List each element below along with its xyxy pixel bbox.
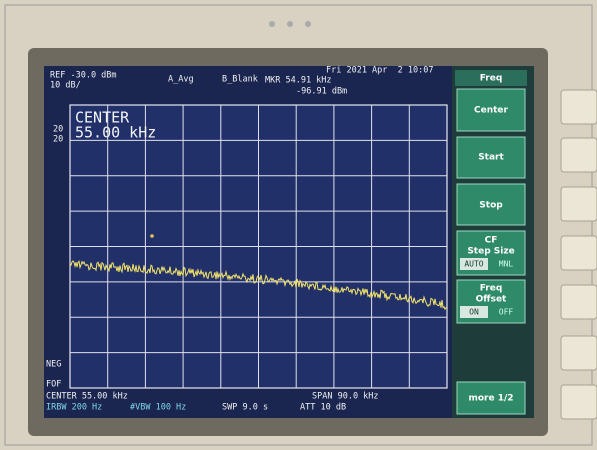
dot — [305, 21, 311, 27]
hardware-key[interactable] — [561, 90, 597, 124]
span: SPAN 90.0 kHz — [312, 392, 379, 402]
marker-level: -96.91 dBm — [296, 87, 347, 97]
hardware-key[interactable] — [561, 187, 597, 221]
trace-b: B_Blank — [222, 75, 258, 85]
vbw: #VBW 100 Hz — [130, 403, 186, 413]
softkey-label: more 1/2 — [468, 394, 513, 404]
option-label: OFF — [499, 308, 514, 317]
softkey-label: Stop — [479, 201, 503, 211]
ref-level: REF -30.0 dBm — [50, 71, 117, 81]
sweep: SWP 9.0 s — [222, 403, 268, 413]
trace-a: A_Avg — [168, 75, 194, 85]
attenuation: ATT 10 dB — [300, 403, 346, 413]
scale: 10 dB/ — [50, 81, 81, 91]
softkey-label: Step Size — [467, 247, 514, 257]
hardware-key[interactable] — [561, 138, 597, 172]
menu-title: Freq — [480, 74, 503, 84]
hardware-key[interactable] — [561, 336, 597, 370]
left-label: 20 — [53, 125, 63, 135]
dot — [269, 21, 275, 27]
softkey-label: Center — [474, 106, 509, 116]
center-freq: CENTER 55.00 kHz — [46, 392, 128, 402]
option-label: MNL — [499, 260, 514, 269]
option-label: AUTO — [464, 260, 483, 269]
dot — [287, 21, 293, 27]
softkey-label: Start — [478, 153, 504, 163]
softkey-label: Offset — [476, 295, 507, 305]
rbw: IRBW 200 Hz — [46, 403, 102, 413]
option-label: ON — [469, 308, 479, 317]
softkey-label: Freq — [480, 284, 503, 294]
hardware-buttons — [561, 90, 597, 419]
neg-label: NEG — [46, 360, 61, 370]
datetime: Fri 2021 Apr 2 10:07 — [326, 66, 433, 76]
hardware-key[interactable] — [561, 385, 597, 419]
softkey-label: CF — [485, 236, 498, 246]
fof-label: FOF — [46, 380, 61, 390]
overlay-value: 55.00 kHz — [75, 124, 156, 142]
marker-freq: MKR 54.91 kHz — [265, 76, 332, 86]
left-label: 20 — [53, 135, 63, 145]
screenshot: REF -30.0 dBm 10 dB/ A_Avg B_Blank MKR 5… — [0, 0, 597, 450]
hardware-key[interactable] — [561, 236, 597, 270]
hardware-key[interactable] — [561, 285, 597, 319]
marker — [150, 234, 154, 238]
